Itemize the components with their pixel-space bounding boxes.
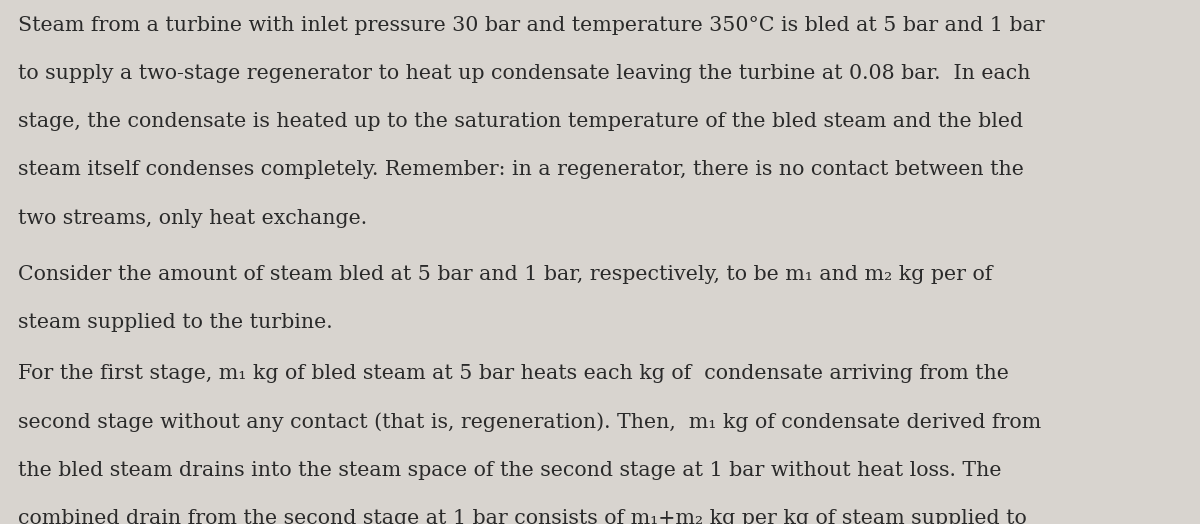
Text: steam supplied to the turbine.: steam supplied to the turbine.	[18, 313, 332, 332]
Text: steam itself condenses completely. Remember: in a regenerator, there is no conta: steam itself condenses completely. Remem…	[18, 160, 1024, 179]
Text: the bled steam drains into the steam space of the second stage at 1 bar without : the bled steam drains into the steam spa…	[18, 461, 1002, 479]
Text: two streams, only heat exchange.: two streams, only heat exchange.	[18, 209, 367, 227]
Text: combined drain from the second stage at 1 bar consists of m₁+m₂ kg per kg of ste: combined drain from the second stage at …	[18, 509, 1027, 524]
Text: second stage without any contact (that is, regeneration). Then,  m₁ kg of conden: second stage without any contact (that i…	[18, 412, 1042, 432]
Text: to supply a two-stage regenerator to heat up condensate leaving the turbine at 0: to supply a two-stage regenerator to hea…	[18, 64, 1031, 83]
Text: For the first stage, m₁ kg of bled steam at 5 bar heats each kg of  condensate a: For the first stage, m₁ kg of bled steam…	[18, 364, 1009, 383]
Text: Steam from a turbine with inlet pressure 30 bar and temperature 350°C is bled at: Steam from a turbine with inlet pressure…	[18, 16, 1045, 35]
Text: stage, the condensate is heated up to the saturation temperature of the bled ste: stage, the condensate is heated up to th…	[18, 112, 1024, 131]
Text: Consider the amount of steam bled at 5 bar and 1 bar, respectively, to be m₁ and: Consider the amount of steam bled at 5 b…	[18, 265, 992, 283]
